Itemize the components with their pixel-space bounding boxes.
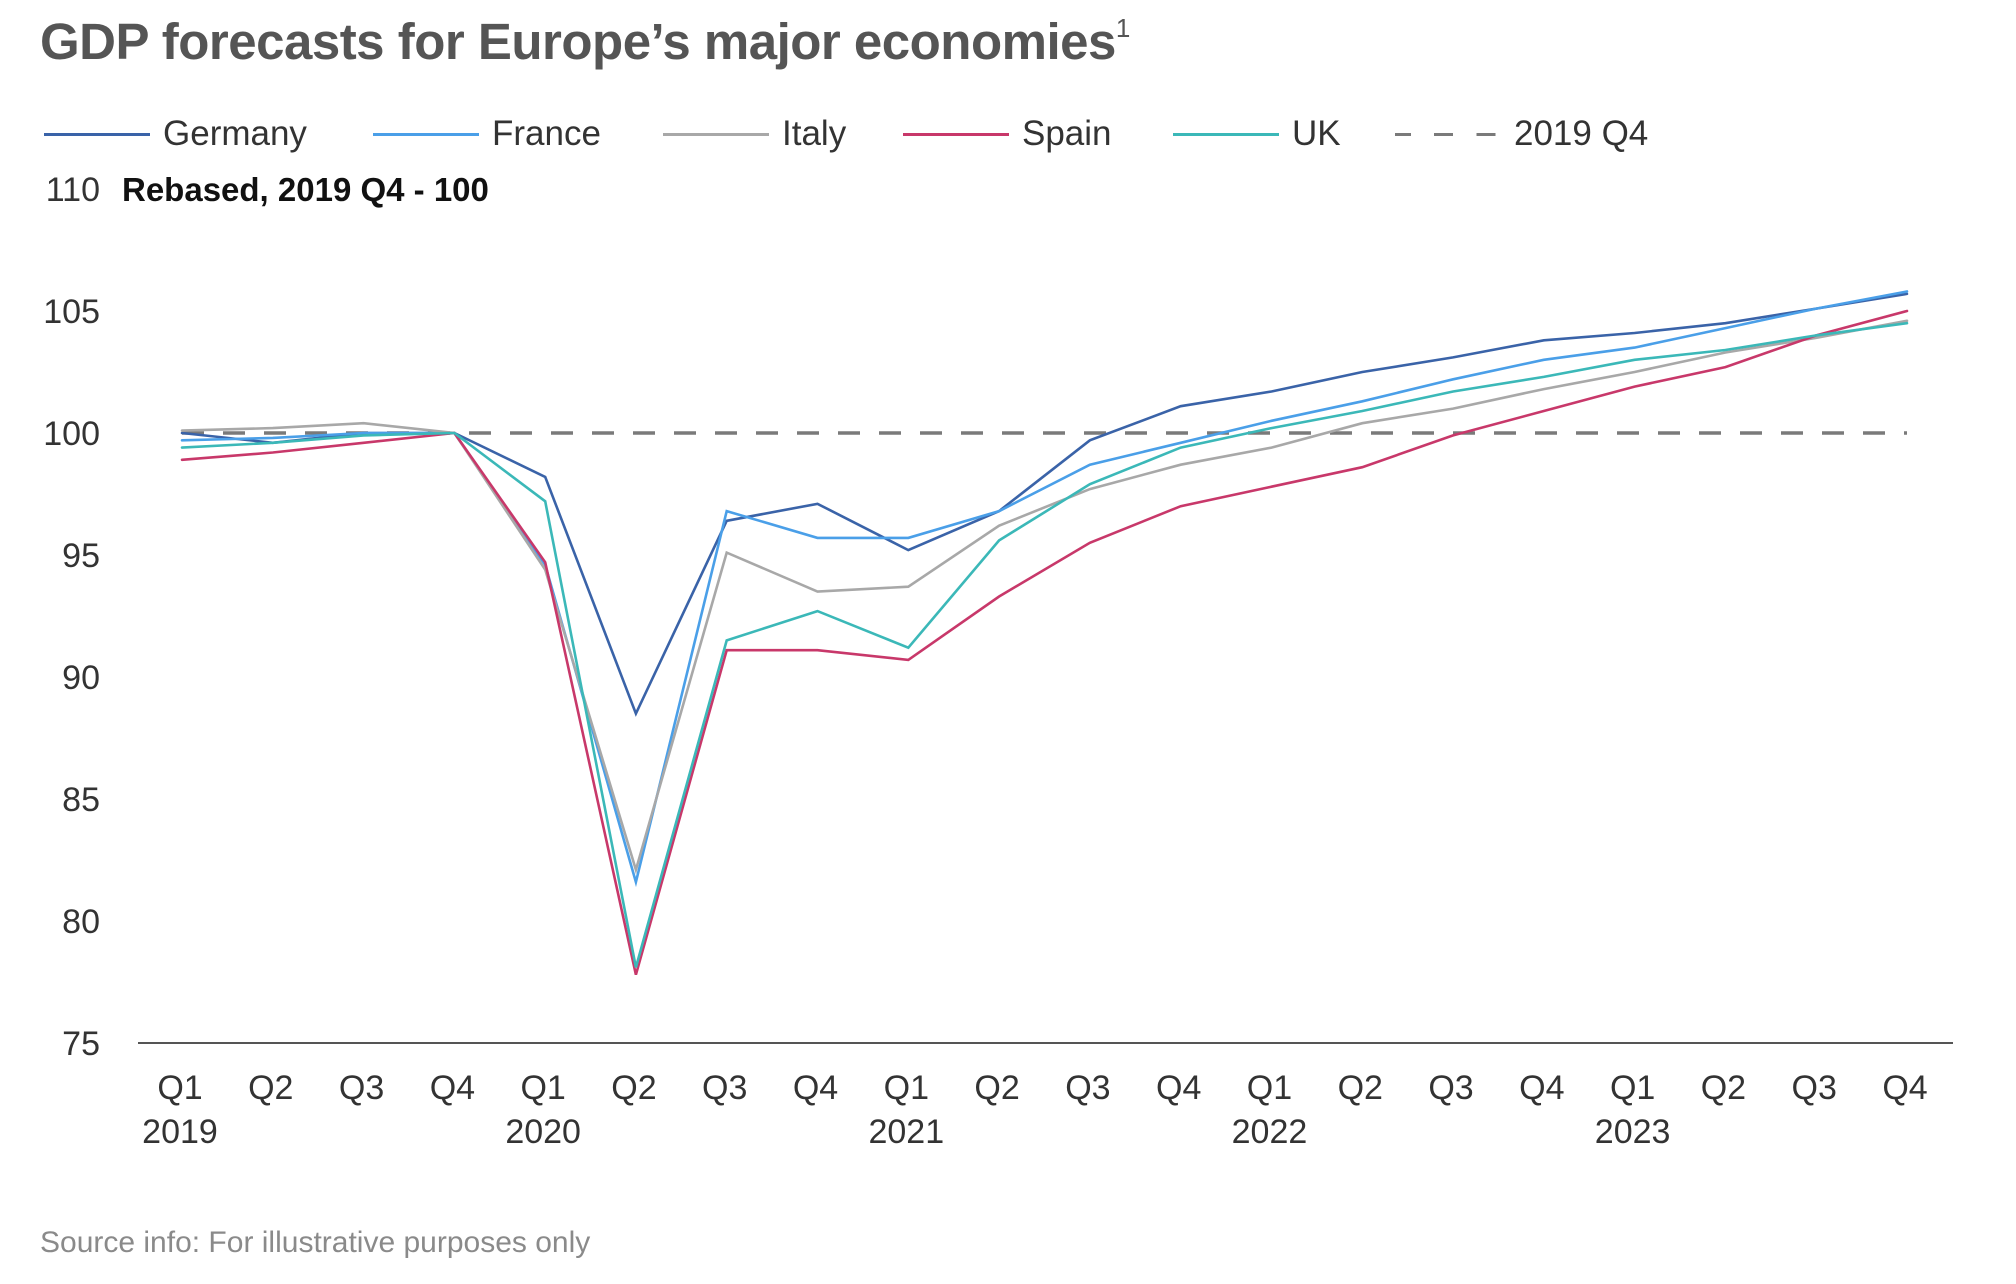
- y-tick-label-90: 90: [62, 659, 100, 697]
- series-line-france: [180, 290, 1909, 888]
- y-axis-title: Rebased, 2019 Q4 - 100: [122, 171, 489, 208]
- legend-label-france: France: [492, 114, 601, 153]
- legend-swatch-germany: [44, 132, 150, 136]
- y-tick-label-80: 80: [62, 903, 100, 941]
- x-tick-label: Q2: [1338, 1069, 1383, 1107]
- legend-label-uk: UK: [1292, 114, 1341, 153]
- y-axis-ticks: 75 80 85 90 95 100 105 110: [43, 171, 100, 1063]
- x-tick-label: Q2: [611, 1069, 656, 1107]
- x-year-label-2022: 2022: [1232, 1113, 1308, 1151]
- y-tick-label-110: 110: [46, 171, 100, 209]
- x-tick-label: Q3: [1065, 1069, 1110, 1107]
- series-line-uk: [180, 321, 1909, 968]
- x-year-label-2020: 2020: [505, 1113, 581, 1151]
- series-line-germany: [180, 292, 1909, 717]
- legend-swatch-france: [373, 132, 479, 136]
- x-tick-label: Q3: [339, 1069, 384, 1107]
- x-tick-label: Q2: [248, 1069, 293, 1107]
- y-tick-label-85: 85: [62, 781, 100, 819]
- legend-item-uk: UK: [1173, 112, 1341, 156]
- x-tick-label: Q3: [1792, 1069, 1837, 1107]
- legend-label-2019q4: 2019 Q4: [1514, 114, 1649, 153]
- title-footnote-marker: 1: [1115, 13, 1130, 43]
- x-tick-label: Q1: [1610, 1069, 1655, 1107]
- legend-item-france: France: [373, 112, 601, 156]
- x-tick-label: Q1: [520, 1069, 565, 1107]
- x-axis-ticks: Q1 Q2 Q3 Q4 Q1 Q2 Q3 Q4 Q1 Q2 Q3 Q4 Q1 Q2 Q3 Q4 Q1 Q2 Q3 Q4…: [142, 1069, 1928, 1151]
- x-tick-label: Q1: [1247, 1069, 1292, 1107]
- x-year-label-2023: 2023: [1595, 1113, 1671, 1151]
- x-tick-label: Q4: [1519, 1069, 1564, 1107]
- x-tick-label: Q4: [793, 1069, 838, 1107]
- legend-item-italy: Italy: [663, 112, 846, 156]
- chart-title-text: GDP forecasts for Europe’s major economi…: [40, 13, 1116, 70]
- x-tick-label: Q2: [1701, 1069, 1746, 1107]
- x-tick-label: Q4: [1156, 1069, 1201, 1107]
- x-tick-label: Q4: [1882, 1069, 1927, 1107]
- x-tick-label: Q1: [884, 1069, 929, 1107]
- series-line-spain: [180, 309, 1909, 976]
- x-tick-label: Q3: [1428, 1069, 1473, 1107]
- source-note: Source info: For illustrative purposes o…: [40, 1226, 591, 1259]
- legend-label-germany: Germany: [163, 114, 307, 153]
- y-tick-label-95: 95: [62, 537, 100, 575]
- legend-label-italy: Italy: [782, 114, 847, 153]
- x-tick-label: Q1: [157, 1069, 202, 1107]
- legend-swatch-italy: [663, 132, 769, 136]
- x-tick-label: Q3: [702, 1069, 747, 1107]
- x-tick-label: Q2: [974, 1069, 1019, 1107]
- x-tick-label: Q4: [430, 1069, 475, 1107]
- legend-swatch-uk: [1173, 132, 1279, 136]
- legend-swatch-2019q4: [1395, 132, 1503, 136]
- x-year-label-2021: 2021: [868, 1113, 944, 1151]
- chart-title: GDP forecasts for Europe’s major economi…: [40, 12, 1130, 71]
- series-line-italy: [180, 319, 1909, 875]
- legend-item-germany: Germany: [44, 112, 307, 156]
- y-tick-label-105: 105: [43, 293, 100, 331]
- y-tick-label-100: 100: [43, 415, 100, 453]
- legend-swatch-spain: [903, 132, 1009, 136]
- x-year-label-2019: 2019: [142, 1113, 218, 1151]
- chart-legend: Germany France Italy Spain UK 2019 Q4: [0, 112, 2016, 156]
- series-lines: [180, 290, 1909, 976]
- legend-item-2019q4: 2019 Q4: [1395, 112, 1648, 156]
- legend-item-spain: Spain: [903, 112, 1112, 156]
- y-tick-label-75: 75: [62, 1025, 100, 1063]
- legend-label-spain: Spain: [1022, 114, 1112, 153]
